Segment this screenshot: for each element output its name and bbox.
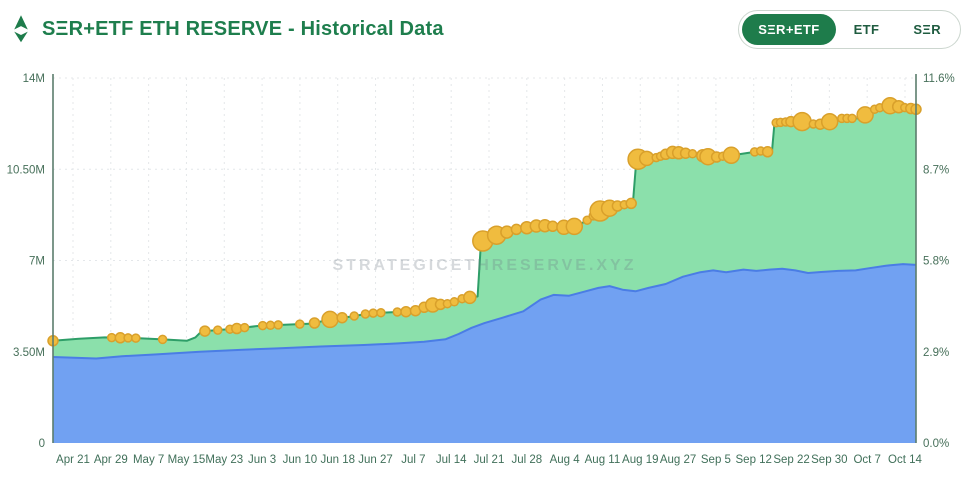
x-tick-label: Jun 18 (320, 454, 355, 466)
purchase-dot[interactable] (336, 311, 348, 324)
x-tick-label: Jul 28 (511, 454, 542, 466)
purchase-dot[interactable] (376, 307, 386, 318)
x-tick-label: Apr 21 (56, 454, 90, 466)
y-right-tick-label: 5.8% (923, 256, 949, 268)
purchase-dot[interactable] (131, 333, 141, 343)
purchase-dot[interactable] (349, 311, 359, 321)
purchase-dot[interactable] (400, 305, 412, 318)
y-left-tick-label: 10.50M (7, 164, 45, 176)
series-toggle-group: SΞR+ETF ETF SΞR (738, 9, 961, 49)
x-tick-label: Aug 4 (550, 454, 581, 466)
toggle-ser[interactable]: SΞR (897, 14, 957, 45)
purchase-dot[interactable] (321, 310, 339, 329)
purchase-dot[interactable] (761, 146, 774, 158)
x-tick-label: Jul 14 (436, 454, 467, 466)
y-right-tick-label: 0.0% (923, 438, 949, 450)
purchase-dot[interactable] (308, 317, 321, 329)
ethereum-icon (10, 14, 32, 44)
purchase-dot[interactable] (463, 290, 477, 305)
y-right-tick-label: 8.7% (923, 164, 949, 176)
x-tick-label: May 15 (168, 454, 206, 466)
purchase-dot[interactable] (820, 112, 839, 131)
gridlines (53, 77, 916, 443)
purchase-dot[interactable] (123, 333, 133, 343)
purchase-dot[interactable] (239, 322, 250, 333)
purchase-dot[interactable] (687, 149, 698, 159)
purchase-dot[interactable] (510, 223, 523, 236)
purchase-dot[interactable] (360, 309, 371, 319)
x-tick-label: May 23 (205, 454, 243, 466)
chart-header: SΞR+ETF ETH RESERVE - Historical Data SΞ… (0, 0, 975, 58)
toggle-ser-etf[interactable]: SΞR+ETF (742, 13, 836, 45)
y-right-tick-label: 11.6% (923, 73, 955, 85)
purchase-dot[interactable] (856, 106, 874, 124)
purchase-dot[interactable] (392, 307, 403, 317)
purchase-dot[interactable] (449, 297, 460, 307)
x-tick-label: Sep 5 (701, 454, 731, 466)
x-tick-label: Jul 7 (401, 454, 425, 466)
x-tick-label: Oct 7 (853, 454, 880, 466)
chart-svg: STRATEGICETHRESERVE.XYZ 0 3.50M 7M 10.50M 14M… (7, 73, 955, 466)
historical-area-chart[interactable]: STRATEGICETHRESERVE.XYZ 0 3.50M 7M 10.50M 14M… (0, 58, 975, 477)
x-tick-label: Jun 3 (248, 454, 276, 466)
purchase-dot[interactable] (847, 113, 857, 124)
purchase-dot[interactable] (368, 308, 378, 318)
y-left-tick-label: 7M (29, 256, 45, 268)
purchase-dot[interactable] (565, 217, 584, 236)
purchase-dot[interactable] (199, 325, 211, 337)
purchase-dot[interactable] (273, 320, 283, 330)
x-tick-label: Sep 30 (811, 454, 847, 466)
x-tick-label: May 7 (133, 454, 164, 466)
purchase-dot[interactable] (106, 332, 117, 343)
area-etf-component[interactable] (53, 264, 916, 443)
purchase-dot[interactable] (722, 146, 741, 165)
x-tick-label: Oct 14 (888, 454, 922, 466)
x-tick-label: Jul 21 (474, 454, 505, 466)
purchase-dot[interactable] (295, 319, 305, 329)
x-tick-label: Aug 11 (585, 454, 621, 466)
watermark-text: STRATEGICETHRESERVE.XYZ (333, 257, 637, 274)
line-etf-component (52, 263, 917, 360)
title-group: SΞR+ETF ETH RESERVE - Historical Data (10, 14, 444, 44)
x-tick-label: Jun 10 (283, 454, 318, 466)
x-tick-label: Jun 27 (358, 454, 393, 466)
x-tick-label: Aug 19 (622, 454, 658, 466)
x-tick-label: Aug 27 (660, 454, 696, 466)
purchase-dot[interactable] (546, 220, 559, 233)
purchase-dot[interactable] (213, 325, 223, 335)
purchase-dot[interactable] (257, 320, 268, 331)
y-right-tick-label: 2.9% (923, 347, 949, 359)
purchase-dot[interactable] (157, 334, 168, 345)
x-tick-label: Sep 22 (773, 454, 809, 466)
y-left-tick-label: 0 (39, 438, 45, 450)
page-title: SΞR+ETF ETH RESERVE - Historical Data (42, 17, 444, 40)
purchase-dot[interactable] (792, 111, 812, 132)
toggle-etf[interactable]: ETF (838, 14, 896, 45)
x-tick-label: Sep 12 (736, 454, 772, 466)
x-tick-label: Apr 29 (94, 454, 128, 466)
y-left-tick-label: 3.50M (13, 347, 45, 359)
y-left-tick-label: 14M (23, 73, 45, 85)
purchase-dot[interactable] (625, 197, 637, 210)
purchase-dot[interactable] (265, 320, 276, 331)
